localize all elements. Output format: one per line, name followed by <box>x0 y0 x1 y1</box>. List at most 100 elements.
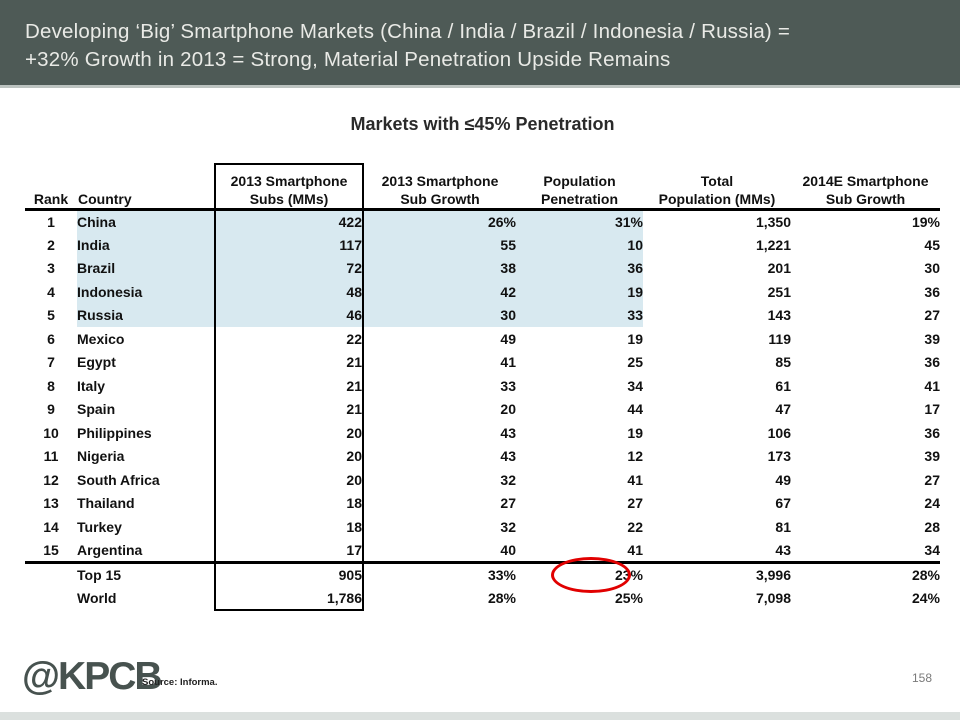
cell-subs: 72 <box>214 256 364 280</box>
cell-population: 47 <box>775 401 791 418</box>
cell-country: Mexico <box>77 330 125 347</box>
cell-country: World <box>77 590 117 606</box>
cell-growth-2013: 27 <box>500 495 516 512</box>
cell-subs: 20 <box>214 468 364 492</box>
cell-growth-2013: 32 <box>500 471 516 488</box>
cell-population: 143 <box>767 307 791 324</box>
cell-subs: 22 <box>214 327 364 351</box>
cell-population: 7,098 <box>755 590 791 606</box>
cell-growth-2013: 49 <box>500 330 516 347</box>
cell-country: India <box>77 233 215 257</box>
cell-rank: 14 <box>43 518 59 535</box>
cell-subs: 117 <box>214 233 364 257</box>
cell-population: 251 <box>767 283 791 300</box>
cell-penetration: 27 <box>627 495 643 512</box>
table-row: 1 China 422 26% 31% 1,350 19% <box>25 209 940 233</box>
cell-population: 43 <box>643 538 791 564</box>
cell-growth-2014e: 34 <box>791 538 940 564</box>
cell-subs: 17 <box>214 538 364 564</box>
cell-rank: 6 <box>47 330 55 347</box>
cell-subs: 422 <box>214 209 364 233</box>
circled-value: 23% <box>614 566 643 583</box>
cell-country: Russia <box>77 303 215 327</box>
table-row: 2 India 117 55 10 1,221 45 <box>25 233 940 257</box>
table-row: 3 Brazil 72 38 36 201 30 <box>25 256 940 280</box>
penetration-table: Rank Country 2013 Smartphone Subs (MMs) 2013… <box>25 163 940 611</box>
cell-penetration: 19 <box>627 330 643 347</box>
cell-subs: 18 <box>214 491 364 515</box>
cell-growth-2013: 33% <box>487 566 516 583</box>
cell-rank: 10 <box>43 424 59 441</box>
cell-growth-2014e: 36 <box>924 354 940 371</box>
cell-growth-2014e: 17 <box>924 401 940 418</box>
cell-population: 3,996 <box>755 566 791 583</box>
col-header-growth-2013: 2013 Smartphone Sub Growth <box>363 164 516 211</box>
cell-subs: 21 <box>214 350 364 374</box>
kpcb-logo: @KPCB <box>22 655 163 698</box>
slide-title-line2: +32% Growth in 2013 = Strong, Material P… <box>25 48 671 71</box>
table-row: 10 Philippines 20 43 19 106 36 <box>25 421 940 445</box>
cell-country: China <box>77 209 215 233</box>
cell-population: 81 <box>775 518 791 535</box>
cell-rank: 4 <box>47 283 55 300</box>
cell-rank <box>25 586 77 610</box>
table-body: 1 China 422 26% 31% 1,350 19% 2 India 117 55 10 1,22… <box>25 209 940 611</box>
cell-population: 201 <box>767 260 791 277</box>
slide-header: Developing ‘Big’ Smartphone Markets (Chi… <box>0 0 960 88</box>
cell-rank: 13 <box>43 495 59 512</box>
cell-penetration: 12 <box>627 448 643 465</box>
table-row: 14 Turkey 18 32 22 81 28 <box>25 515 940 539</box>
cell-growth-2014e: 27 <box>924 307 940 324</box>
table-row: 5 Russia 46 30 33 143 27 <box>25 303 940 327</box>
table-row: 6 Mexico 22 49 19 119 39 <box>25 327 940 351</box>
cell-growth-2013: 43 <box>500 448 516 465</box>
cell-growth-2013: 40 <box>363 538 516 564</box>
cell-rank: 1 <box>47 214 55 230</box>
cell-rank <box>25 562 77 586</box>
table-row: 4 Indonesia 48 42 19 251 36 <box>25 280 940 304</box>
cell-growth-2013: 30 <box>363 303 516 327</box>
cell-subs: 21 <box>214 397 364 421</box>
cell-country: Argentina <box>77 538 215 564</box>
cell-penetration: 36 <box>516 256 643 280</box>
cell-rank: 3 <box>47 260 55 277</box>
cell-penetration: 10 <box>516 233 643 257</box>
cell-growth-2014e: 36 <box>924 283 940 300</box>
table-row: 15 Argentina 17 40 41 43 34 <box>25 538 940 564</box>
cell-penetration: 19 <box>627 424 643 441</box>
cell-penetration: 23% <box>516 556 643 593</box>
col-header-rank: Rank <box>25 164 77 211</box>
cell-growth-2014e: 39 <box>924 448 940 465</box>
cell-subs: 18 <box>214 515 364 539</box>
cell-country: Egypt <box>77 354 116 371</box>
cell-penetration: 33 <box>516 303 643 327</box>
cell-growth-2014e: 30 <box>924 260 940 277</box>
cell-growth-2014e: 41 <box>924 377 940 394</box>
cell-country: Turkey <box>77 518 122 535</box>
cell-growth-2013: 32 <box>500 518 516 535</box>
table-row: 13 Thailand 18 27 27 67 24 <box>25 491 940 515</box>
cell-growth-2014e: 28 <box>924 518 940 535</box>
cell-penetration: 34 <box>627 377 643 394</box>
cell-population: 173 <box>767 448 791 465</box>
cell-penetration: 25% <box>614 590 643 606</box>
col-header-penetration: Population Penetration <box>516 164 643 211</box>
table-row: 9 Spain 21 20 44 47 17 <box>25 397 940 421</box>
cell-country: Brazil <box>77 256 215 280</box>
cell-population: 67 <box>775 495 791 512</box>
cell-growth-2013: 43 <box>500 424 516 441</box>
cell-subs: 48 <box>214 280 364 304</box>
table-row: 7 Egypt 21 41 25 85 36 <box>25 350 940 374</box>
cell-country: Top 15 <box>77 566 122 583</box>
cell-penetration: 22 <box>627 518 643 535</box>
cell-penetration: 25 <box>627 354 643 371</box>
cell-rank: 5 <box>47 307 55 324</box>
cell-country: Nigeria <box>77 448 125 465</box>
cell-rank: 12 <box>43 471 59 488</box>
cell-rank: 7 <box>47 354 55 371</box>
cell-subs: 20 <box>214 444 364 468</box>
col-header-growth-2014e: 2014E Smartphone Sub Growth <box>791 164 940 211</box>
cell-growth-2014e: 24 <box>924 495 940 512</box>
cell-subs: 905 <box>214 562 364 586</box>
cell-penetration: 41 <box>627 471 643 488</box>
